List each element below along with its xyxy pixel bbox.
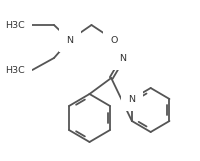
- Text: O: O: [110, 35, 118, 44]
- Text: N: N: [120, 53, 127, 62]
- Text: N: N: [66, 35, 73, 44]
- Text: N: N: [128, 95, 135, 104]
- Text: H3C: H3C: [5, 66, 24, 75]
- Text: H3C: H3C: [5, 20, 24, 29]
